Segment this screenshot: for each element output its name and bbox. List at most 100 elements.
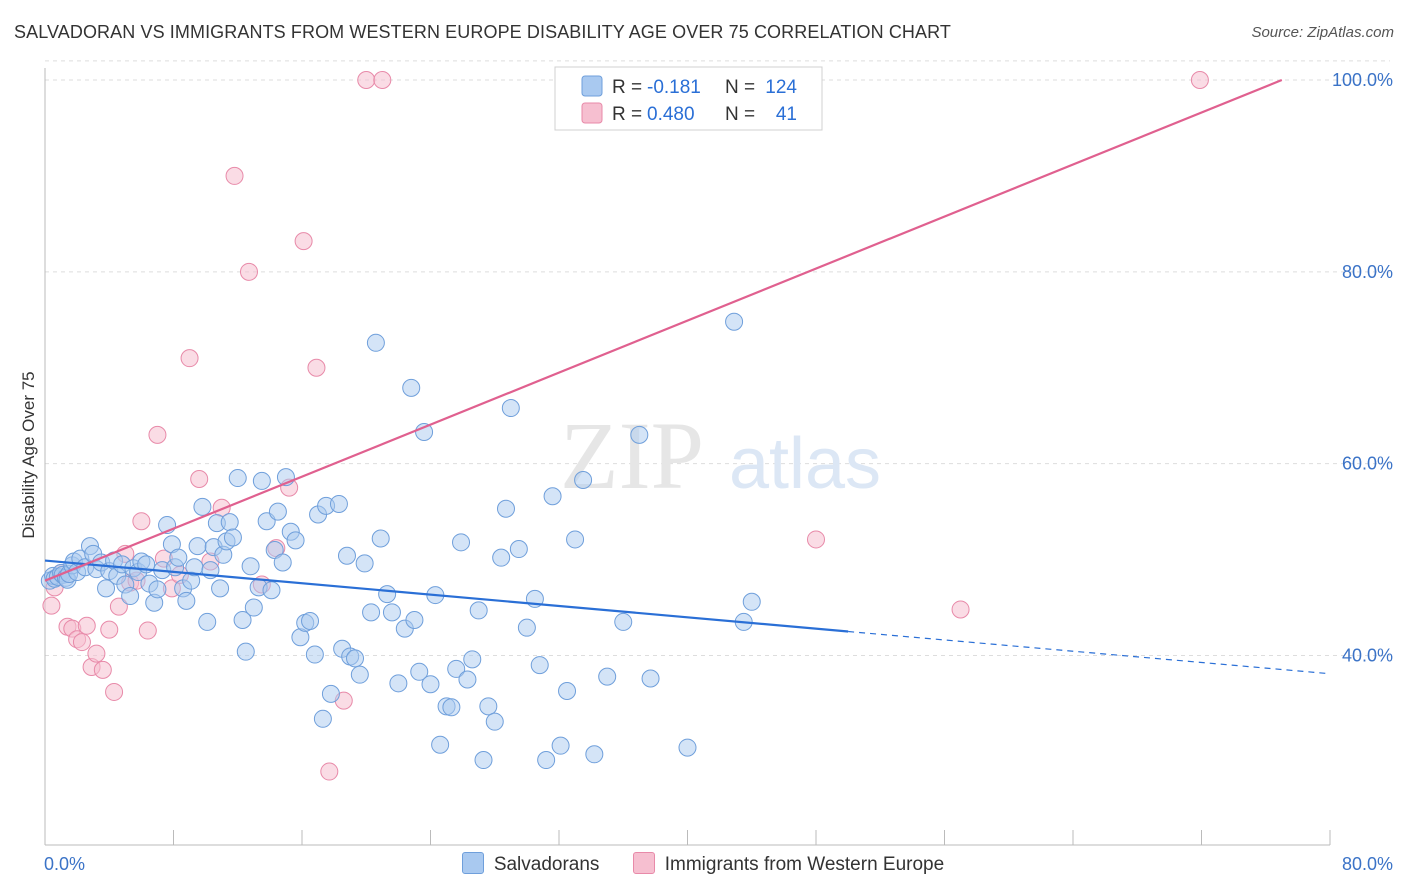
data-point-salvadorans bbox=[474, 751, 493, 770]
data-point-salvadorans bbox=[188, 537, 207, 556]
legend-r-label-1: R = bbox=[612, 77, 642, 98]
legend-label-salvadorans: Salvadorans bbox=[493, 854, 600, 875]
legend-n-label-1: N = bbox=[725, 77, 755, 98]
data-point-salvadorans bbox=[630, 425, 649, 444]
data-point-salvadorans bbox=[574, 470, 593, 489]
y-tick-label: 60.0% bbox=[1342, 454, 1393, 474]
data-point-salvadorans bbox=[558, 681, 577, 700]
data-point-salvadorans bbox=[431, 735, 450, 754]
legend-item-salvadorans: Salvadorans bbox=[461, 852, 600, 876]
data-point-immigrants bbox=[225, 166, 244, 185]
legend-r-value-1: -0.181 bbox=[647, 77, 701, 98]
data-point-immigrants bbox=[87, 644, 106, 663]
data-point-salvadorans bbox=[509, 540, 528, 559]
data-point-immigrants bbox=[180, 349, 199, 368]
y-axis-title: Disability Age Over 75 bbox=[19, 371, 38, 538]
data-point-immigrants bbox=[373, 71, 392, 89]
correlation-legend: R = -0.181 N = 124 R = 0.480 N = 41 bbox=[554, 66, 823, 131]
data-point-salvadorans bbox=[378, 585, 397, 604]
data-point-salvadorans bbox=[598, 667, 617, 686]
data-point-salvadorans bbox=[355, 554, 374, 573]
chart-title: SALVADORAN VS IMMIGRANTS FROM WESTERN EU… bbox=[14, 22, 952, 42]
data-point-immigrants bbox=[105, 682, 124, 701]
legend-swatch-blue bbox=[461, 852, 484, 874]
data-point-salvadorans bbox=[211, 579, 230, 598]
data-point-salvadorans bbox=[492, 548, 511, 567]
data-point-immigrants bbox=[807, 530, 825, 549]
data-point-immigrants bbox=[109, 597, 128, 616]
data-point-salvadorans bbox=[148, 580, 167, 599]
x-tick-label: 0.0% bbox=[44, 854, 85, 874]
x-tick-label: 80.0% bbox=[1342, 854, 1393, 874]
legend-label-immigrants: Immigrants from Western Europe bbox=[664, 854, 945, 875]
data-point-salvadorans bbox=[193, 497, 212, 516]
data-point-salvadorans bbox=[262, 581, 281, 600]
y-tick-label: 80.0% bbox=[1342, 262, 1393, 282]
data-point-immigrants bbox=[42, 596, 61, 615]
legend-item-immigrants: Immigrants from Western Europe bbox=[632, 852, 945, 876]
legend-n-value-1: 124 bbox=[765, 77, 797, 98]
data-point-salvadorans bbox=[725, 312, 744, 331]
legend-n-value-2: 41 bbox=[776, 104, 797, 125]
data-point-salvadorans bbox=[228, 469, 247, 488]
legend-swatch-immigrants bbox=[581, 102, 603, 124]
data-point-salvadorans bbox=[121, 587, 140, 606]
data-point-immigrants bbox=[77, 616, 96, 635]
data-point-salvadorans bbox=[585, 745, 604, 764]
data-point-salvadorans bbox=[530, 656, 549, 675]
data-point-salvadorans bbox=[321, 684, 340, 703]
data-point-salvadorans bbox=[305, 645, 324, 664]
data-point-immigrants bbox=[190, 470, 209, 489]
data-point-salvadorans bbox=[220, 513, 239, 532]
legend-swatch-pink bbox=[632, 852, 655, 874]
data-point-immigrants bbox=[132, 512, 151, 531]
data-point-salvadorans bbox=[463, 650, 482, 669]
data-point-salvadorans bbox=[223, 528, 242, 547]
legend-r-label-2: R = bbox=[612, 104, 642, 125]
data-point-salvadorans bbox=[566, 530, 585, 549]
trend-line-immigrants bbox=[44, 78, 1283, 582]
data-point-salvadorans bbox=[329, 494, 348, 513]
data-point-salvadorans bbox=[485, 712, 504, 731]
data-point-salvadorans bbox=[97, 579, 116, 598]
data-point-salvadorans bbox=[501, 399, 520, 418]
series-salvadorans-points bbox=[40, 312, 761, 770]
data-point-salvadorans bbox=[551, 736, 570, 755]
data-point-salvadorans bbox=[233, 611, 252, 630]
series-legend: Salvadorans Immigrants from Western Euro… bbox=[0, 852, 1406, 878]
data-point-immigrants bbox=[239, 262, 258, 281]
data-point-immigrants bbox=[357, 71, 376, 89]
gridlines bbox=[45, 60, 1390, 656]
legend-n-label-2: N = bbox=[725, 104, 755, 125]
data-point-salvadorans bbox=[678, 738, 697, 757]
data-point-salvadorans bbox=[517, 618, 536, 637]
trend-line-salvadorans-extension bbox=[848, 630, 1331, 675]
data-point-salvadorans bbox=[543, 487, 562, 506]
data-point-immigrants bbox=[93, 660, 112, 679]
data-point-salvadorans bbox=[236, 642, 255, 661]
data-point-salvadorans bbox=[402, 378, 421, 397]
data-point-salvadorans bbox=[301, 611, 320, 630]
data-point-salvadorans bbox=[452, 533, 471, 552]
data-point-salvadorans bbox=[268, 502, 287, 521]
data-point-immigrants bbox=[148, 425, 167, 444]
series-immigrants-points bbox=[42, 71, 1209, 781]
trend-line-salvadorans bbox=[44, 559, 849, 633]
data-point-immigrants bbox=[138, 621, 157, 640]
axes bbox=[44, 68, 1331, 846]
legend-r-value-2: 0.480 bbox=[647, 104, 695, 125]
data-point-salvadorans bbox=[337, 546, 356, 565]
x-tick-labels: 0.0% 80.0% bbox=[44, 854, 1393, 874]
data-point-immigrants bbox=[100, 620, 119, 639]
data-point-salvadorans bbox=[405, 611, 424, 630]
data-point-salvadorans bbox=[496, 499, 515, 518]
watermark: ZIP atlas bbox=[560, 402, 881, 509]
data-point-salvadorans bbox=[382, 603, 401, 622]
data-point-immigrants bbox=[294, 232, 313, 251]
trend-lines bbox=[44, 78, 1331, 675]
y-tick-label: 40.0% bbox=[1342, 646, 1393, 666]
data-point-salvadorans bbox=[479, 697, 498, 716]
data-point-salvadorans bbox=[366, 333, 385, 352]
data-point-immigrants bbox=[72, 633, 91, 652]
